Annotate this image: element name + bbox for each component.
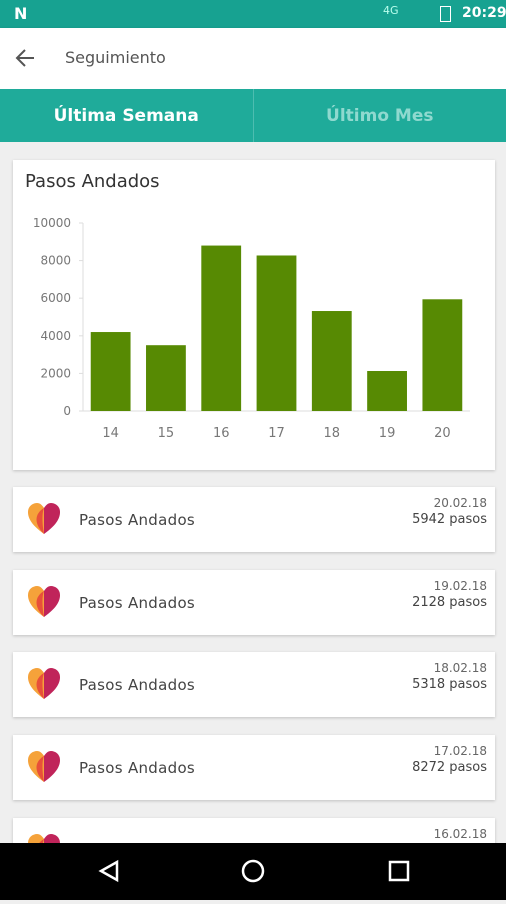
tab[interactable]: Último Mes <box>254 89 506 142</box>
x-tick-label: 15 <box>158 426 175 441</box>
y-tick-label: 0 <box>63 404 71 418</box>
tab[interactable]: Última Semana <box>0 89 253 142</box>
item-title: Pasos Andados <box>79 759 195 777</box>
x-tick-label: 19 <box>379 426 396 441</box>
back-button[interactable] <box>12 43 42 73</box>
x-tick-label: 14 <box>102 426 119 441</box>
y-tick-label: 8000 <box>40 254 71 268</box>
bar <box>312 311 352 411</box>
item-title: Pasos Andados <box>79 676 195 694</box>
bar <box>367 371 407 411</box>
recents[interactable] <box>390 862 408 880</box>
item-title: Pasos Andados <box>79 511 195 529</box>
chart: Pasos Andados 0 2000 4000 6000 8000 10000 14 15… <box>13 160 495 470</box>
x-tick-label: 18 <box>324 426 341 441</box>
x-tick-label: 17 <box>268 426 285 441</box>
list-item[interactable]: Pasos Andados 19.02.18 2128 pasos <box>13 570 495 635</box>
home[interactable] <box>243 861 263 881</box>
chart-card: Pasos Andados 0 2000 4000 6000 8000 10000 14 15… <box>13 160 495 470</box>
bar <box>257 255 297 411</box>
item-value: 8272 pasos <box>412 760 487 775</box>
y-tick-label: 4000 <box>40 329 71 343</box>
item-date: 20.02.18 <box>434 496 487 510</box>
heart-icon <box>26 667 66 703</box>
list-item[interactable]: Pasos Andados 17.02.18 8272 pasos <box>13 735 495 800</box>
item-value: 5318 pasos <box>412 677 487 692</box>
bar <box>146 345 186 411</box>
network: 4G <box>383 4 399 17</box>
item-date: 18.02.18 <box>434 661 487 675</box>
chart-title: Pasos Andados <box>25 171 160 192</box>
nav-bar <box>0 843 506 900</box>
n-icon: N <box>14 4 27 23</box>
battery <box>440 6 451 22</box>
item-value: 2128 pasos <box>412 595 487 610</box>
bar <box>91 332 131 411</box>
item-date: 19.02.18 <box>434 579 487 593</box>
item-date: 16.02.18 <box>434 827 487 841</box>
item-value: 5942 pasos <box>412 512 487 527</box>
item-date: 17.02.18 <box>434 744 487 758</box>
heart-icon <box>26 585 66 621</box>
bar <box>422 299 462 411</box>
back[interactable] <box>101 862 117 880</box>
y-tick-label: 10000 <box>33 216 71 230</box>
heart-icon <box>26 502 66 538</box>
nav-buttons <box>0 843 506 900</box>
list-item[interactable]: Pasos Andados 20.02.18 5942 pasos <box>13 487 495 552</box>
x-tick-label: 16 <box>213 426 230 441</box>
list-item[interactable]: Pasos Andados 18.02.18 5318 pasos <box>13 652 495 717</box>
y-tick-label: 2000 <box>40 366 71 380</box>
app-bar: Seguimiento <box>0 28 506 89</box>
item-title: Pasos Andados <box>79 594 195 612</box>
bar <box>201 246 241 411</box>
x-tick-label: 20 <box>434 426 451 441</box>
tab-bar: Última Semana Último Mes <box>0 89 506 142</box>
page-title: Seguimiento <box>65 48 166 67</box>
y-tick-label: 6000 <box>40 291 71 305</box>
time: 20:29 <box>462 5 506 21</box>
heart-icon <box>26 750 66 786</box>
status-bar: N 4G 20:29 <box>0 0 506 28</box>
